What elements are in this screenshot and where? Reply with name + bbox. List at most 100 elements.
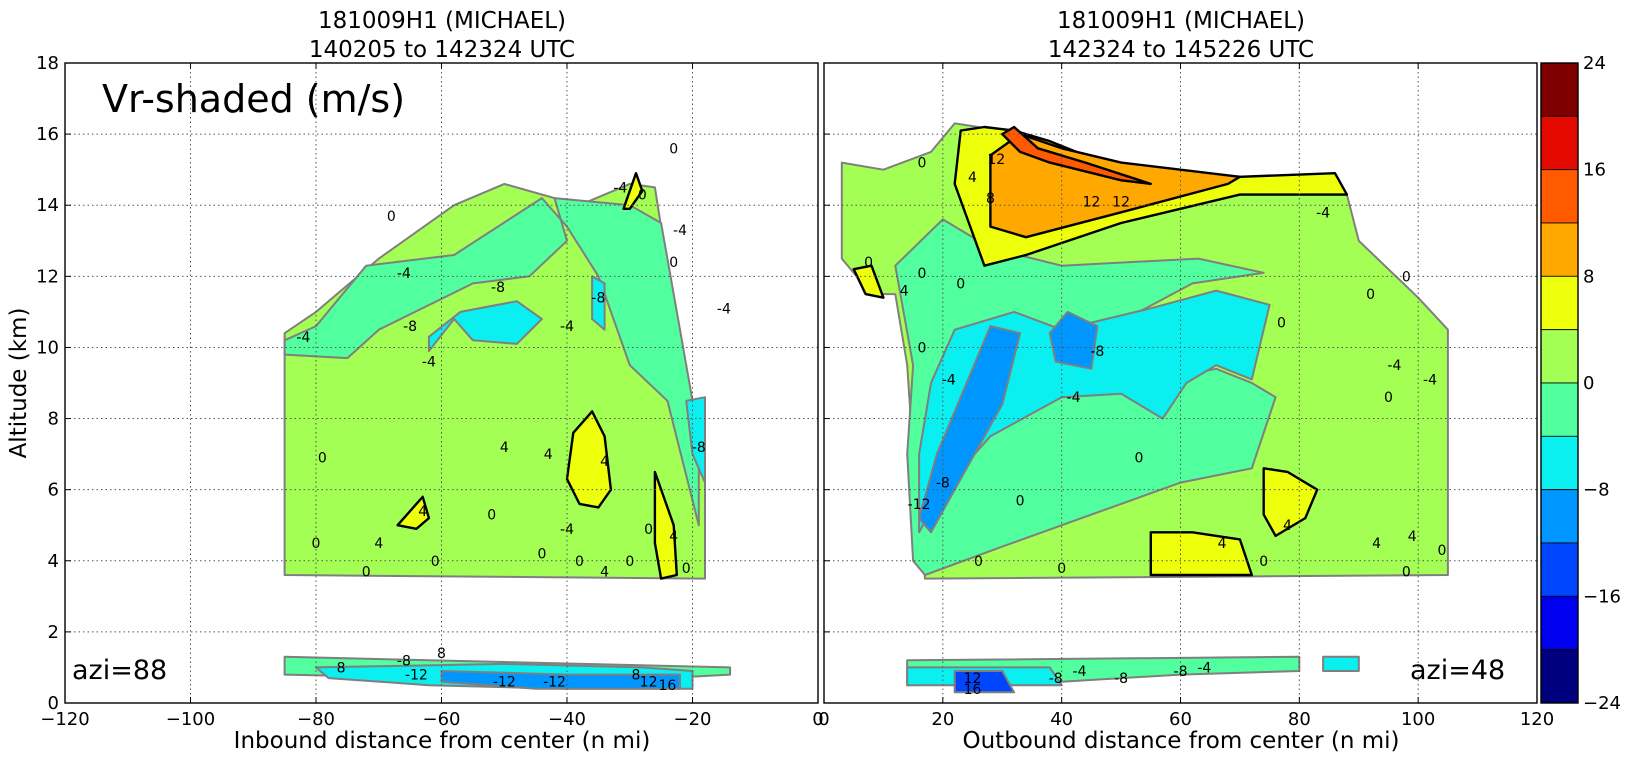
right-contour-label-6: -4 bbox=[1316, 205, 1330, 221]
left-title-line2: 140205 to 142324 UTC bbox=[309, 37, 575, 63]
left-x-axis-label: Inbound distance from center (n mi) bbox=[234, 728, 651, 754]
left-ytick-label-0: 0 bbox=[48, 693, 59, 714]
right-contour-label-12: 0 bbox=[1366, 287, 1375, 303]
left-contour-label-17: 4 bbox=[600, 454, 609, 470]
left-region-1 bbox=[283, 197, 700, 527]
right-grid bbox=[824, 62, 1537, 704]
colorbar-bins bbox=[1540, 62, 1579, 704]
right-contour-label-11: 0 bbox=[918, 340, 927, 356]
left-contour-label-11: -4 bbox=[673, 223, 687, 239]
right-contour-label-15: -8 bbox=[1090, 344, 1104, 360]
right-region-3 bbox=[918, 325, 1022, 534]
colorbar-bin-2 bbox=[1540, 169, 1579, 224]
colorbar-bin-1 bbox=[1540, 115, 1579, 171]
right-contour-label-4: 12 bbox=[1082, 195, 1100, 211]
left-region-6 bbox=[427, 300, 543, 352]
right-contour-label-33: 0 bbox=[1402, 564, 1411, 580]
right-xtick-label-1: 20 bbox=[931, 709, 954, 730]
left-contour-label-7: -4 bbox=[560, 319, 574, 335]
left-contour-label-40: 12 bbox=[640, 675, 658, 691]
right-contour-label-0: 0 bbox=[918, 156, 927, 172]
right-contour-label-29: 0 bbox=[1437, 543, 1446, 559]
right-contour-label-19: -4 bbox=[1423, 372, 1437, 388]
left-ytick-label-8: 16 bbox=[36, 124, 59, 145]
right-region-12 bbox=[1322, 655, 1360, 672]
left-xtick-label-2: −80 bbox=[297, 709, 335, 730]
right-xtick-label-3: 60 bbox=[1169, 709, 1192, 730]
colorbar-tick-label-5: −16 bbox=[1583, 586, 1621, 607]
colorbar: 24 16 8 0 −8 −16 −24 bbox=[1540, 53, 1621, 714]
left-contour-label-27: 4 bbox=[669, 529, 678, 545]
left-contour-label-2: -8 bbox=[403, 319, 417, 335]
left-contour-label-28: 0 bbox=[575, 554, 584, 570]
right-panel: 181009H1 (MICHAEL) 142324 to 145226 UTC … bbox=[818, 8, 1554, 754]
right-contour-label-26: 4 bbox=[1218, 536, 1227, 552]
colorbar-bin-11 bbox=[1540, 649, 1579, 704]
colorbar-tick-label-3: 0 bbox=[1583, 373, 1594, 394]
left-contour-label-33: 8 bbox=[337, 660, 346, 676]
left-contour-label-14: 0 bbox=[318, 451, 327, 467]
left-ytick-label-3: 6 bbox=[48, 480, 59, 501]
colorbar-tick-label-6: −24 bbox=[1583, 693, 1621, 714]
left-ytick-label-6: 12 bbox=[36, 266, 59, 287]
left-contour-label-5: -8 bbox=[491, 280, 505, 296]
left-region-7 bbox=[591, 275, 606, 331]
left-region-2 bbox=[565, 410, 613, 509]
colorbar-bin-7 bbox=[1540, 435, 1579, 490]
right-xtick-label-0: 0 bbox=[818, 709, 829, 730]
right-xtick-label-2: 40 bbox=[1050, 709, 1073, 730]
left-xtick-label-0: −120 bbox=[40, 709, 89, 730]
right-contour-label-40: -4 bbox=[1197, 660, 1211, 676]
left-y-ticks: 0 2 4 6 8 10 12 14 16 18 bbox=[36, 53, 71, 714]
left-title-line1: 181009H1 (MICHAEL) bbox=[318, 8, 566, 34]
left-region-4 bbox=[396, 495, 431, 530]
shading-annotation: Vr-shaded (m/s) bbox=[102, 77, 405, 121]
right-contour-label-22: -8 bbox=[936, 476, 950, 492]
left-ytick-label-2: 4 bbox=[48, 551, 59, 572]
right-contour-label-3: 12 bbox=[987, 152, 1005, 168]
right-region-8 bbox=[852, 264, 885, 299]
right-contour-label-24: -12 bbox=[908, 497, 931, 513]
right-contour-label-7: 0 bbox=[864, 255, 873, 271]
left-contour-label-39: 8 bbox=[632, 668, 641, 684]
right-xtick-label-5: 100 bbox=[1401, 709, 1435, 730]
left-contour-label-16: 4 bbox=[544, 447, 553, 463]
left-contour-label-6: -8 bbox=[591, 291, 605, 307]
right-contour-label-30: 0 bbox=[974, 554, 983, 570]
left-contour-label-22: 0 bbox=[312, 536, 321, 552]
left-ytick-label-9: 18 bbox=[36, 53, 59, 74]
right-contour-label-39: -8 bbox=[1174, 664, 1188, 680]
colorbar-ticks: 24 16 8 0 −8 −16 −24 bbox=[1583, 53, 1621, 714]
colorbar-bin-10 bbox=[1540, 595, 1579, 650]
left-contour-label-9: 0 bbox=[638, 188, 647, 204]
right-contour-label-8: 4 bbox=[900, 284, 909, 300]
left-contour-label-36: -12 bbox=[405, 668, 428, 684]
left-contour-label-23: 4 bbox=[374, 536, 383, 552]
colorbar-bin-8 bbox=[1540, 489, 1579, 544]
right-contour-label-5: 12 bbox=[1112, 195, 1130, 211]
colorbar-bin-4 bbox=[1540, 275, 1579, 330]
right-contour-label-17: -4 bbox=[1067, 390, 1081, 406]
left-grid bbox=[65, 63, 818, 703]
left-xtick-label-4: −40 bbox=[548, 709, 586, 730]
left-region-5 bbox=[622, 171, 644, 211]
right-contour-label-9: 0 bbox=[918, 266, 927, 282]
colorbar-frame bbox=[1540, 62, 1579, 704]
left-contour-label-25: 0 bbox=[537, 547, 546, 563]
left-contour-label-1: -4 bbox=[397, 266, 411, 282]
left-contour-label-21: -4 bbox=[560, 522, 574, 538]
right-contour-label-34: 12 bbox=[964, 671, 982, 687]
right-contour-label-13: 0 bbox=[1402, 269, 1411, 285]
colorbar-bin-6 bbox=[1540, 382, 1579, 437]
left-region-11 bbox=[440, 670, 681, 690]
right-contour-label-38: -8 bbox=[1114, 671, 1128, 687]
left-contour-label-13: -4 bbox=[717, 301, 731, 317]
left-contour-label-0: 0 bbox=[387, 209, 396, 225]
right-contour-label-18: -4 bbox=[1387, 358, 1401, 374]
left-contour-label-35: 8 bbox=[437, 646, 446, 662]
left-contour-label-15: 4 bbox=[500, 440, 509, 456]
left-contour-label-10: 0 bbox=[669, 141, 678, 157]
right-shaded-field bbox=[840, 122, 1449, 694]
right-title-line2: 142324 to 145226 UTC bbox=[1048, 37, 1314, 63]
